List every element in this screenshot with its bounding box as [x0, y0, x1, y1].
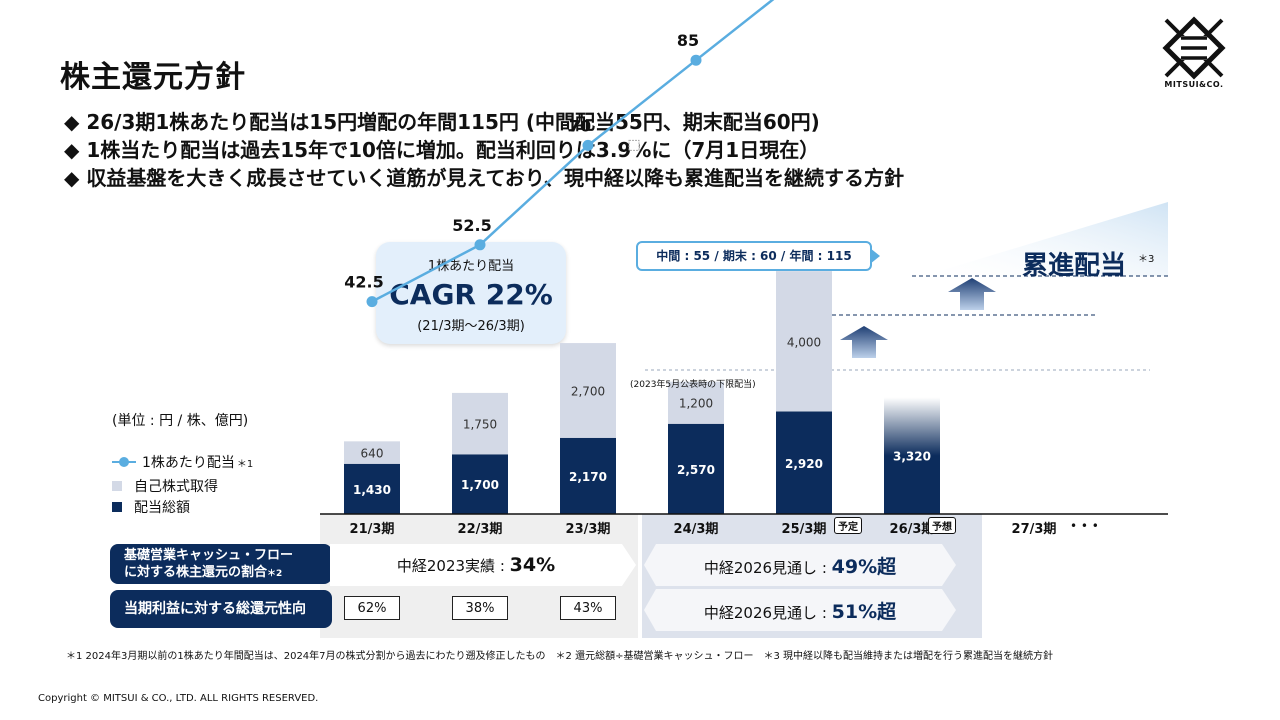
lower-bound-note: (2023年5月公表時の下限配当): [630, 380, 756, 390]
plan2023-result: 中経2023実績 : 34%: [330, 554, 622, 576]
x-tick-label: 26/3期: [890, 522, 935, 537]
legend-buyback: 自己株式取得: [112, 476, 218, 496]
bar-buyback: [560, 343, 616, 438]
plan2026-cf-arrow: [644, 544, 956, 586]
legend-dps-label: 1株あたり配当: [142, 455, 235, 471]
legend-dividend-label: 配当総額: [134, 500, 190, 516]
bar-buyback: [776, 271, 832, 412]
x-tick-label: 27/3期: [1012, 522, 1057, 537]
dps-point: [690, 54, 702, 66]
payout-21: 62%: [344, 596, 400, 620]
logo-wordmark: MITSUI&CO.: [1164, 80, 1224, 89]
footnote: ＊1 2024年3月期以前の1株あたり年間配当は、2024年7月の株式分割から過…: [66, 651, 1053, 662]
x-tick-label: 24/3期: [674, 522, 719, 537]
plan2026-cf-label: 中経2026見通し :: [703, 559, 832, 577]
dps-point: [474, 239, 486, 251]
bar-dividend-label: 2,570: [677, 463, 715, 477]
bar-dividend-label: 2,170: [569, 470, 607, 484]
plan2023-result-value: 34%: [509, 554, 556, 576]
bullet-list: ◆ 26/3期1株あたり配当は15円増配の年間115円 (中間配当55円、期末配…: [64, 108, 904, 192]
plan2026-pr-arrow: [644, 589, 956, 631]
payout-22: 38%: [452, 596, 508, 620]
progressive-note: ＊3: [1138, 254, 1155, 265]
bar-buyback-label: 2,700: [571, 384, 605, 398]
copyright: Copyright © MITSUI & CO., LTD. ALL RIGHT…: [38, 693, 319, 704]
forecast-tag: 予想: [928, 517, 956, 534]
dps-point: [582, 139, 594, 151]
bar-buyback-label: 1,200: [679, 397, 713, 411]
plan2026-pr-label: 中経2026見通し :: [703, 604, 832, 622]
legend-line-icon: [112, 457, 136, 467]
dps-line: [371, 0, 775, 303]
company-logo: MITSUI&CO.: [1160, 16, 1228, 92]
x-tick-label: 23/3期: [566, 522, 611, 537]
bar-buyback-label: 4,000: [787, 335, 821, 349]
up-arrow-icon: [840, 326, 888, 358]
bar-dividend-label: 3,320: [893, 450, 931, 464]
callout-pointer: [870, 248, 880, 264]
bar-buyback-label: 1,750: [463, 418, 497, 432]
cf-ratio-label-line1: 基礎営業キャッシュ・フロー: [124, 548, 294, 563]
bullet-2: ◆ 1株当たり配当は過去15年で10倍に増加。配当利回りは3.9%に（7月1日現…: [64, 138, 820, 162]
bar-dividend-total: [668, 423, 724, 514]
cf-ratio-label: 基礎営業キャッシュ・フロー に対する株主還元の割合＊2: [110, 544, 332, 584]
plan2026-cf-outlook: 中経2026見通し : 49%超: [644, 552, 956, 579]
dps-value-label: 42.5: [344, 273, 383, 292]
x-tick-label: 21/3期: [350, 522, 395, 537]
progressive-label: 累進配当: [1022, 251, 1127, 281]
payout-23: 43%: [560, 596, 616, 620]
bar-buyback: [452, 392, 508, 455]
bar-buyback: [344, 441, 400, 464]
bar-dividend-label: 1,700: [461, 478, 499, 492]
dps-value-label: 85: [677, 31, 699, 50]
dps-value-label: 70: [569, 116, 591, 135]
plan2023-arrow: [330, 544, 636, 586]
x-tick-label: 25/3期: [782, 522, 827, 537]
bar-buyback-label: 640: [361, 447, 384, 461]
page-title: 株主還元方針: [60, 60, 246, 95]
bar-dividend-total: [560, 437, 616, 514]
unit-label: (単位 : 円 / 株、億円): [112, 413, 249, 429]
dps-value-label: 52.5: [452, 216, 491, 235]
x-tick-label: 22/3期: [458, 522, 503, 537]
bar-dividend-label: 2,920: [785, 457, 823, 471]
cagr-box: 1株あたり配当 CAGR 22% (21/3期～26/3期): [376, 242, 566, 344]
cf-ratio-note: ＊2: [267, 569, 283, 579]
bar-dividend-total: [452, 454, 508, 514]
bar-dividend-total: [776, 411, 832, 514]
planned-tag: 予定: [834, 517, 862, 534]
bullet-1: ◆ 26/3期1株あたり配当は15円増配の年間115円 (中間配当55円、期末配…: [64, 110, 820, 134]
bullet-3: ◆ 収益基盤を大きく成長させていく道筋が見えており、現中経以降も累進配当を継続す…: [64, 166, 904, 190]
legend-dividend-swatch: [112, 502, 122, 512]
lower-bound-marker: [628, 139, 640, 151]
legend-dps-note: ＊1: [236, 458, 254, 470]
cagr-period: (21/3期～26/3期): [417, 319, 525, 334]
legend-dps: 1株あたり配当 ＊1: [112, 452, 253, 472]
bar-dividend-total: [344, 463, 400, 514]
cagr-caption: 1株あたり配当: [427, 259, 515, 274]
plan2023-result-label: 中経2023実績 :: [396, 557, 510, 575]
up-arrow-icon: [948, 278, 996, 310]
legend-dividend: 配当総額: [112, 497, 190, 517]
plan2026-pr-outlook: 中経2026見通し : 51%超: [644, 597, 956, 624]
dps-breakdown-callout: 中間 : 55 / 期末 : 60 / 年間 : 115: [636, 241, 872, 271]
plan2026-pr-value: 51%超: [831, 601, 897, 623]
cf-ratio-label-line2: に対する株主還元の割合: [124, 565, 268, 580]
bar-dividend-label: 1,430: [353, 483, 391, 497]
legend-buyback-swatch: [112, 481, 122, 491]
plan2026-cf-value: 49%超: [831, 556, 897, 578]
payout-ratio-label: 当期利益に対する総還元性向: [110, 590, 332, 628]
dps-point: [366, 296, 378, 308]
bar-buyback: [668, 381, 724, 424]
bar-dividend-total: [884, 397, 940, 514]
legend-buyback-label: 自己株式取得: [134, 479, 218, 495]
cagr-value: CAGR 22%: [389, 278, 553, 311]
progressive-wedge: [910, 202, 1168, 280]
ellipsis: • • •: [1070, 519, 1099, 533]
